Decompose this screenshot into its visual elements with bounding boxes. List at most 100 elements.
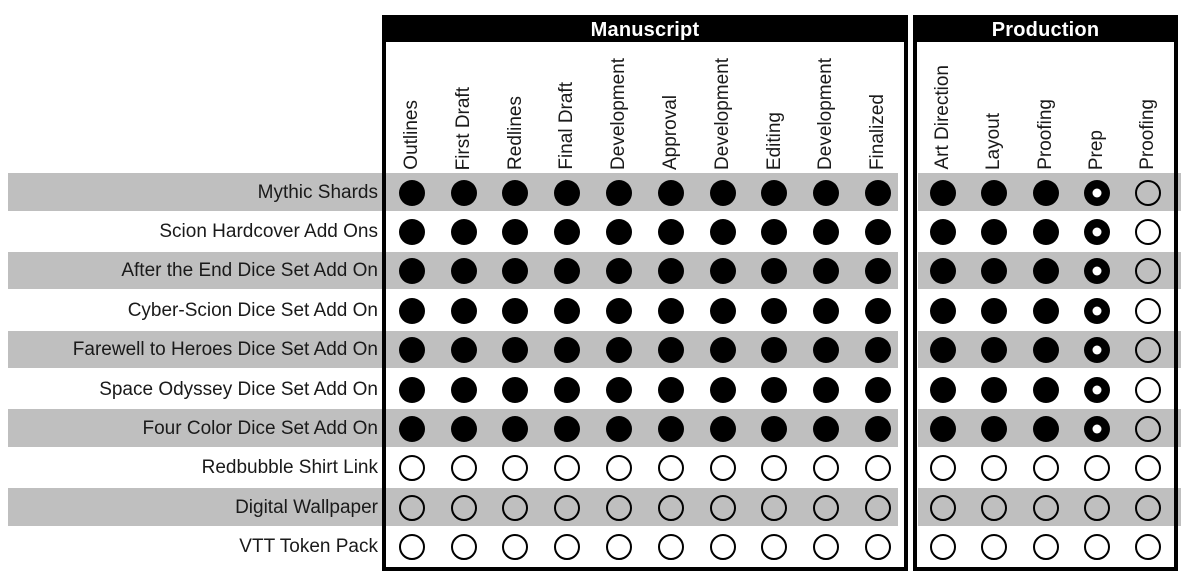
solid-black-circle-icon xyxy=(554,337,581,364)
solid-black-circle-icon xyxy=(761,219,788,246)
solid-black-circle-icon xyxy=(606,179,633,206)
black-circle-white-center-icon xyxy=(1083,297,1110,324)
hollow-circle-icon xyxy=(554,455,581,482)
hollow-circle-icon xyxy=(981,455,1008,482)
column-header: Final Draft xyxy=(556,82,578,170)
hollow-circle-icon xyxy=(398,494,425,521)
production-table: Production xyxy=(913,15,1178,571)
status-cell xyxy=(490,488,542,527)
black-circle-white-center-icon xyxy=(1083,337,1110,364)
hollow-circle-icon xyxy=(981,494,1008,521)
row-label: Digital Wallpaper xyxy=(235,496,378,518)
status-cell xyxy=(697,449,749,488)
status-cell xyxy=(697,173,749,212)
status-cell xyxy=(386,449,438,488)
production-cells xyxy=(917,173,1174,212)
solid-black-circle-icon xyxy=(709,337,736,364)
status-cell xyxy=(541,291,593,330)
hollow-circle-icon xyxy=(1083,455,1110,482)
status-cell xyxy=(968,528,1019,567)
solid-black-circle-icon xyxy=(813,179,840,206)
status-cell xyxy=(593,528,645,567)
row-label: Scion Hardcover Add Ons xyxy=(159,221,378,243)
manuscript-cells xyxy=(386,528,904,567)
row-label: After the End Dice Set Add On xyxy=(121,260,378,282)
hollow-circle-icon xyxy=(502,534,529,561)
status-cell xyxy=(1071,252,1122,291)
hollow-circle-icon xyxy=(606,494,633,521)
solid-black-circle-icon xyxy=(502,376,529,403)
production-cells xyxy=(917,488,1174,527)
status-cell xyxy=(697,331,749,370)
hollow-circle-icon xyxy=(929,534,956,561)
status-cell xyxy=(749,212,801,251)
manuscript-cells xyxy=(386,173,904,212)
manuscript-cells xyxy=(386,331,904,370)
status-cell xyxy=(968,370,1019,409)
status-cell xyxy=(490,528,542,567)
column-header: Layout xyxy=(983,112,1005,170)
hollow-circle-icon xyxy=(1135,219,1162,246)
solid-black-circle-icon xyxy=(1032,258,1059,285)
status-cell xyxy=(1123,212,1174,251)
status-cell xyxy=(800,252,852,291)
manuscript-cells xyxy=(386,488,904,527)
table-row: Space Odyssey Dice Set Add On xyxy=(0,370,1185,409)
solid-black-circle-icon xyxy=(709,258,736,285)
solid-black-circle-icon xyxy=(554,376,581,403)
status-cell xyxy=(968,252,1019,291)
status-cell xyxy=(645,370,697,409)
table-row: Digital Wallpaper xyxy=(0,488,1185,527)
status-cell xyxy=(1020,331,1071,370)
status-cell xyxy=(490,331,542,370)
status-cell xyxy=(1071,409,1122,448)
solid-black-circle-icon xyxy=(929,258,956,285)
status-cell xyxy=(1123,252,1174,291)
status-cell xyxy=(749,252,801,291)
status-cell xyxy=(386,252,438,291)
status-cell xyxy=(490,252,542,291)
row-label: Space Odyssey Dice Set Add On xyxy=(99,378,378,400)
solid-black-circle-icon xyxy=(657,376,684,403)
solid-black-circle-icon xyxy=(1032,376,1059,403)
status-cell xyxy=(1020,370,1071,409)
status-cell xyxy=(386,173,438,212)
solid-black-circle-icon xyxy=(450,219,477,246)
hollow-circle-icon xyxy=(1135,179,1162,206)
column-header: Development xyxy=(815,58,837,170)
status-cell xyxy=(438,449,490,488)
solid-black-circle-icon xyxy=(657,337,684,364)
hollow-circle-icon xyxy=(1083,494,1110,521)
solid-black-circle-icon xyxy=(502,219,529,246)
solid-black-circle-icon xyxy=(657,179,684,206)
status-cell xyxy=(749,409,801,448)
solid-black-circle-icon xyxy=(450,297,477,324)
status-cell xyxy=(749,291,801,330)
hollow-circle-icon xyxy=(1032,534,1059,561)
hollow-circle-icon xyxy=(1032,494,1059,521)
status-cell xyxy=(386,370,438,409)
status-cell xyxy=(968,212,1019,251)
row-label: Farewell to Heroes Dice Set Add On xyxy=(72,339,378,361)
status-cell xyxy=(1071,291,1122,330)
manuscript-cells xyxy=(386,252,904,291)
status-cell xyxy=(917,528,968,567)
status-cell xyxy=(438,528,490,567)
status-cell xyxy=(1020,212,1071,251)
solid-black-circle-icon xyxy=(657,416,684,443)
solid-black-circle-icon xyxy=(865,376,892,403)
table-row: Mythic Shards xyxy=(0,173,1185,212)
solid-black-circle-icon xyxy=(981,219,1008,246)
column-header: Prep xyxy=(1085,129,1107,170)
status-cell xyxy=(593,370,645,409)
status-cell xyxy=(968,173,1019,212)
manuscript-cells xyxy=(386,370,904,409)
hollow-circle-icon xyxy=(813,534,840,561)
status-cell xyxy=(386,291,438,330)
status-cell xyxy=(490,212,542,251)
solid-black-circle-icon xyxy=(709,219,736,246)
production-cells xyxy=(917,370,1174,409)
status-cell xyxy=(852,252,904,291)
manuscript-cells xyxy=(386,409,904,448)
table-row: Scion Hardcover Add Ons xyxy=(0,212,1185,251)
